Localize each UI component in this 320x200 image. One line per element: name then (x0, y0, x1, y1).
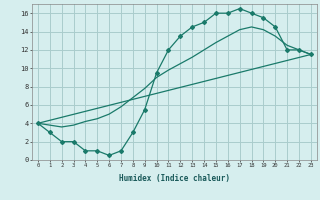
X-axis label: Humidex (Indice chaleur): Humidex (Indice chaleur) (119, 174, 230, 183)
